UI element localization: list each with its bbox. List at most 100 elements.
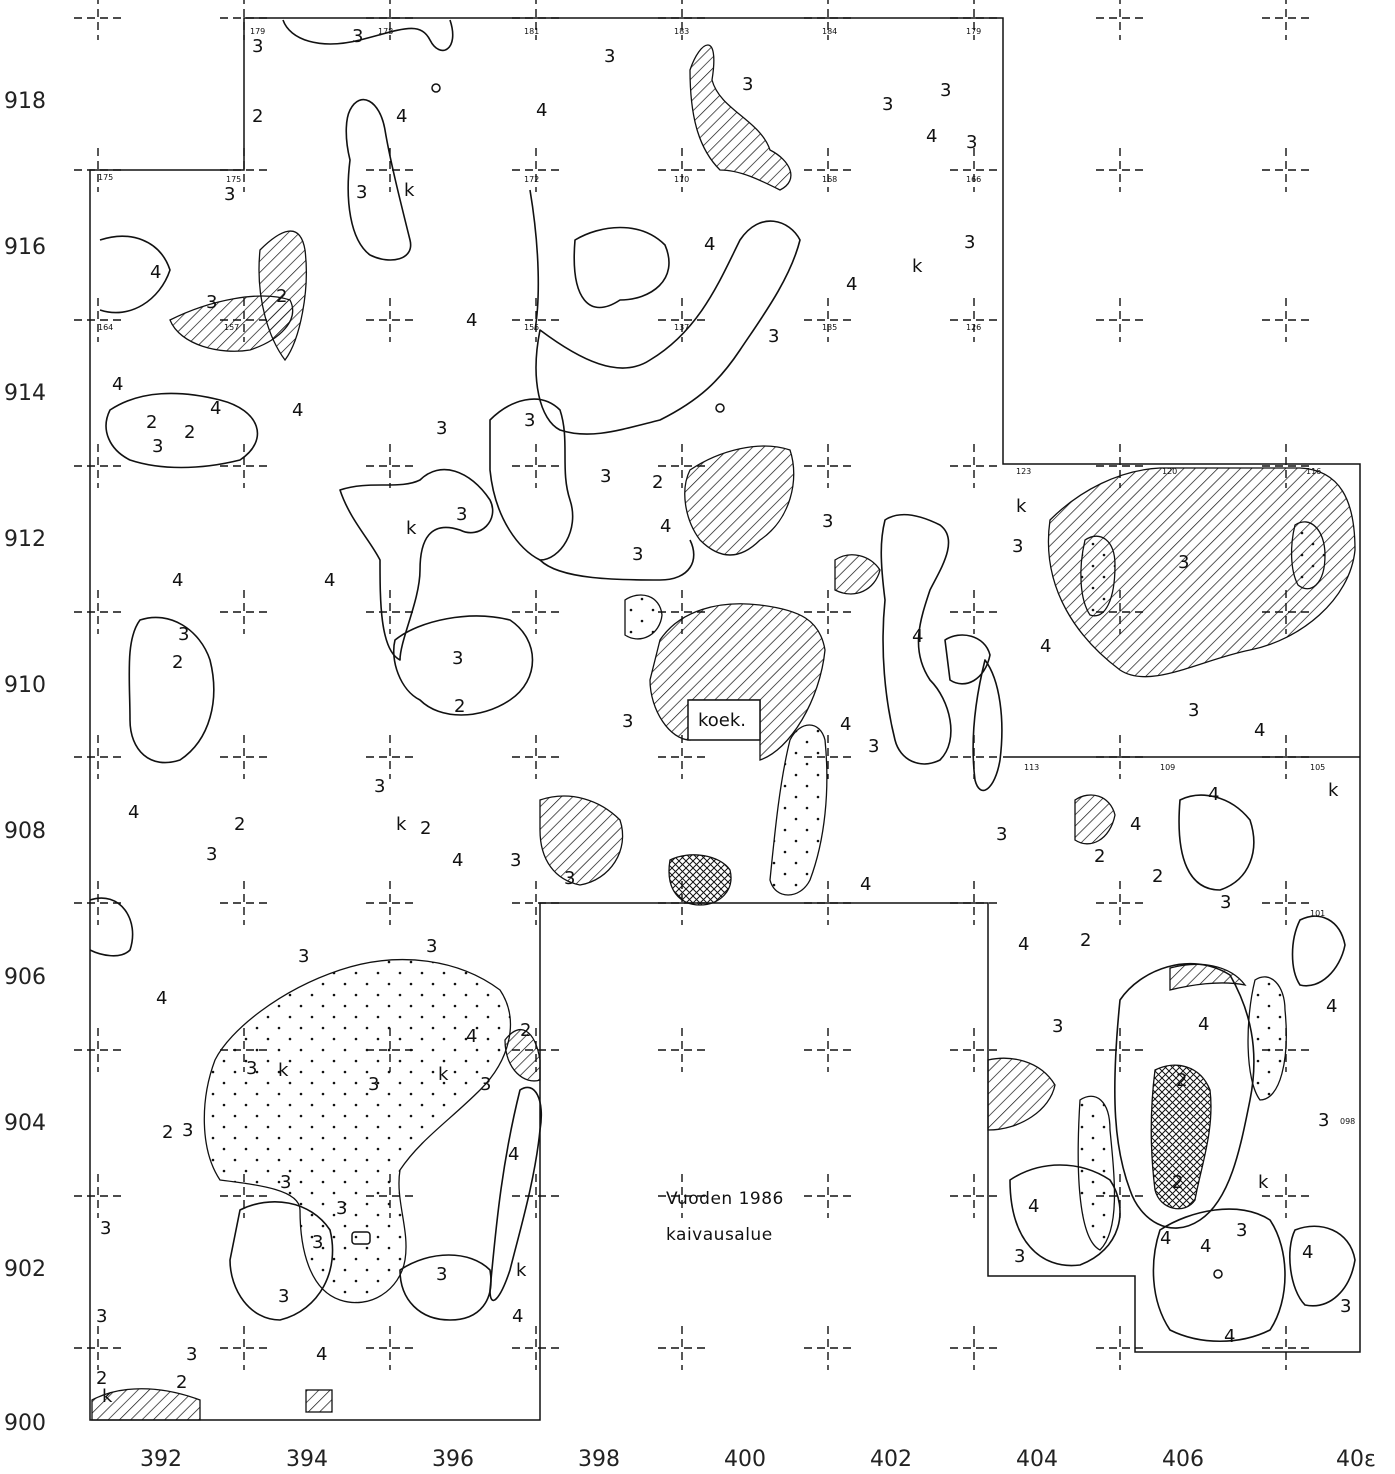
x-tick-label: 398	[578, 1447, 620, 1472]
depth-value: 155	[524, 323, 539, 332]
contour	[89, 897, 134, 957]
contour	[128, 616, 215, 764]
zone-number: 4	[860, 874, 871, 895]
contour	[105, 392, 259, 469]
zone-number: 2	[1152, 866, 1163, 887]
y-tick-label: 912	[4, 527, 46, 552]
koek-box	[687, 699, 761, 741]
zone-number: 3	[278, 1286, 289, 1307]
depth-value: 123	[1016, 467, 1031, 476]
contour	[944, 634, 991, 685]
depth-value: 137	[674, 323, 689, 332]
depth-value: 109	[1160, 763, 1175, 772]
zone-number: 2	[96, 1368, 107, 1389]
hatched-zone	[834, 554, 881, 595]
contour	[535, 220, 801, 435]
excavation-boundary	[89, 17, 1361, 1421]
x-axis-labels: 392 394 396 398 400 402 404 406 40ε	[140, 1447, 1376, 1472]
zone-number: 3	[964, 232, 975, 253]
zone-number: k	[1016, 496, 1027, 517]
zone-number: 4	[316, 1344, 327, 1365]
zone-number: 4	[1326, 996, 1337, 1017]
zone-number: 3	[152, 436, 163, 457]
depth-value: 179	[250, 27, 265, 36]
zone-number: 3	[312, 1232, 323, 1253]
zone-number: 4	[112, 374, 123, 395]
zone-number: 3	[224, 184, 235, 205]
dotted-zone	[624, 594, 663, 640]
zone-number: 3	[374, 776, 385, 797]
zone-number: 2	[1172, 1172, 1183, 1193]
zone-number: 4	[1040, 636, 1051, 657]
x-tick-label: 402	[870, 1447, 912, 1472]
y-tick-label: 910	[4, 673, 46, 698]
zone-number: 3	[604, 46, 615, 67]
zone-number: 3	[352, 26, 363, 47]
y-tick-label: 918	[4, 89, 46, 114]
hatched-zone	[1047, 467, 1356, 678]
zone-number: 2	[176, 1372, 187, 1393]
dotted-zone	[1247, 976, 1287, 1101]
depth-value: 098	[1340, 1117, 1355, 1126]
hatched-zone	[684, 445, 795, 556]
zone-number: 3	[524, 410, 535, 431]
zone-number: 2	[652, 472, 663, 493]
zone-number: 3	[1014, 1246, 1025, 1267]
zone-number: 4	[1224, 1326, 1235, 1347]
zone-number: 3	[436, 418, 447, 439]
zone-number: 4	[1302, 1242, 1313, 1263]
zone-number: 4	[1198, 1014, 1209, 1035]
cross-hatched-zone	[668, 854, 732, 906]
zone-number: 3	[1318, 1110, 1329, 1131]
zone-number: k	[278, 1060, 289, 1081]
zone-number: 3	[246, 1058, 257, 1079]
depth-value: 126	[966, 323, 981, 332]
dotted-zone	[1290, 521, 1326, 590]
hatched-zone	[91, 1388, 201, 1421]
hatched-zone	[987, 1057, 1056, 1131]
contour	[282, 19, 454, 52]
zone-number: 3	[452, 648, 463, 669]
zone-number: 3	[182, 1120, 193, 1141]
zone-number: 4	[536, 100, 547, 121]
zone-number: 4	[1028, 1196, 1039, 1217]
contour	[1113, 962, 1255, 1229]
zone-number: 2	[420, 818, 431, 839]
depth-value: 179	[966, 27, 981, 36]
zone-number: 4	[292, 400, 303, 421]
hatched-zone	[1074, 794, 1116, 845]
depth-value: 184	[822, 27, 837, 36]
x-tick-label: 40ε	[1336, 1447, 1376, 1472]
dotted-areas	[203, 521, 1326, 1304]
x-tick-label: 392	[140, 1447, 182, 1472]
dotted-zone	[203, 958, 512, 1304]
excavation-caption-line2: kaivausalue	[666, 1225, 773, 1245]
zone-number: 4	[452, 850, 463, 871]
zone-number: 3	[206, 844, 217, 865]
zone-number: 4	[912, 626, 923, 647]
zone-number: 3	[356, 182, 367, 203]
zone-number: 3	[426, 936, 437, 957]
zone-number: 3	[206, 292, 217, 313]
zone-number: 2	[184, 422, 195, 443]
zone-number: 4	[1254, 720, 1265, 741]
zone-number: 3	[186, 1344, 197, 1365]
contour	[489, 1086, 543, 1302]
zone-number: k	[516, 1260, 527, 1281]
hatched-areas	[91, 44, 1356, 1421]
depth-value: 172	[524, 175, 539, 184]
contour	[1289, 1225, 1356, 1307]
zone-number: 3	[622, 711, 633, 732]
depth-value: 116	[1306, 467, 1321, 476]
dotted-zone	[1080, 535, 1116, 617]
contour	[972, 659, 1003, 792]
hatched-zone	[689, 44, 792, 191]
zone-number: 4	[1160, 1228, 1171, 1249]
y-tick-label: 916	[4, 235, 46, 260]
koek-label: koek.	[698, 710, 746, 731]
zone-number: 2	[172, 652, 183, 673]
cross-hatched-areas	[668, 854, 1212, 1210]
zone-number: k	[406, 518, 417, 539]
depth-value: 113	[1024, 763, 1039, 772]
contour	[880, 513, 952, 765]
